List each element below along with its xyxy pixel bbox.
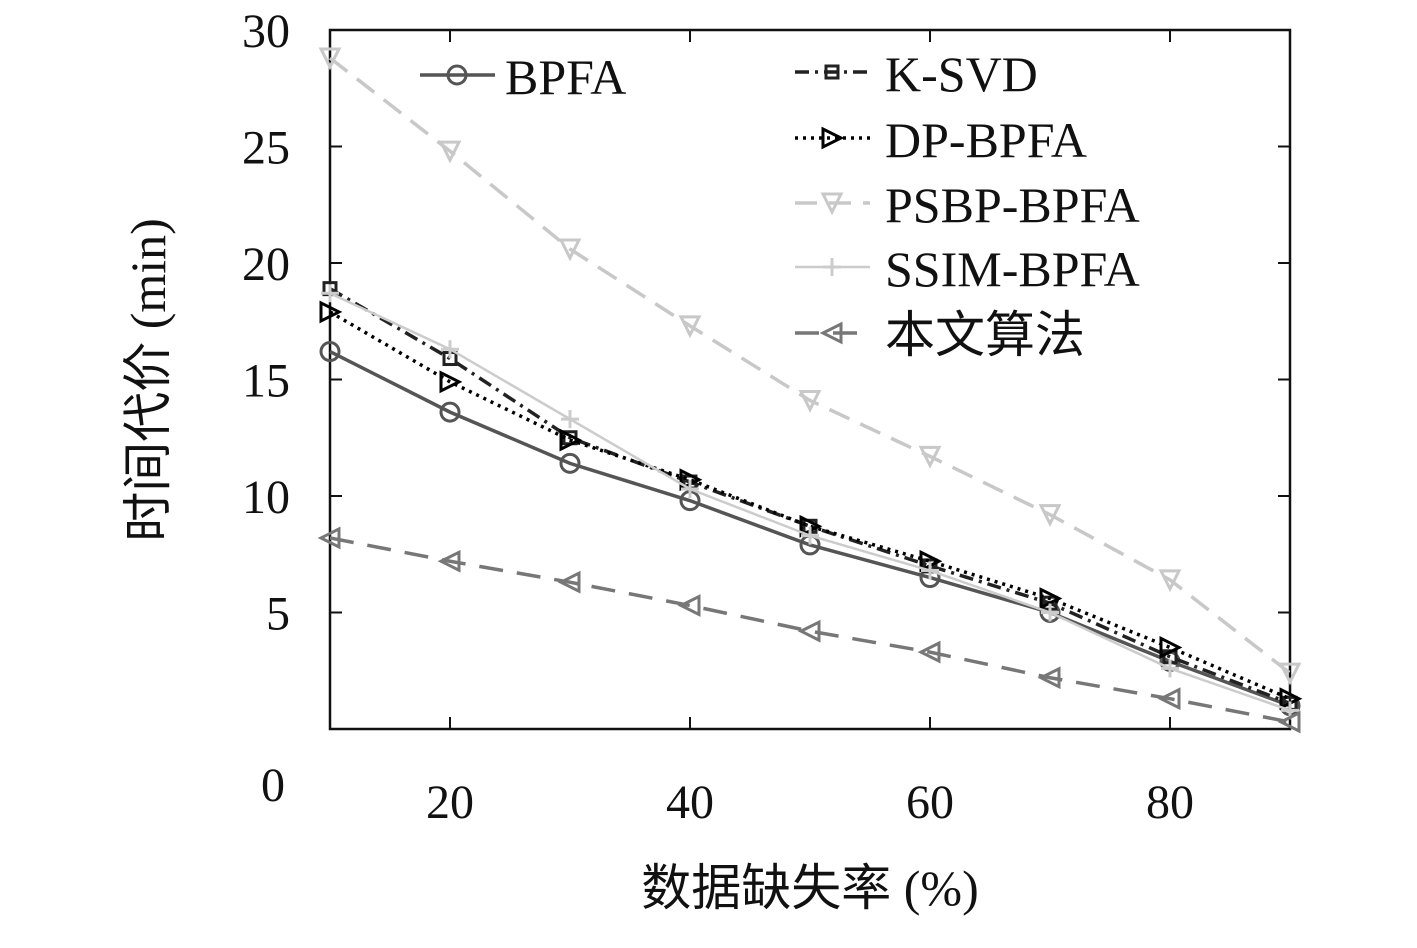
marker: [1277, 710, 1301, 734]
marker: [820, 192, 844, 216]
marker: [801, 526, 819, 545]
marker: [917, 640, 941, 664]
marker: [821, 126, 845, 150]
marker: [1037, 666, 1061, 690]
marker: [557, 570, 581, 594]
marker: [438, 140, 462, 164]
legend-label: DP-BPFA: [885, 112, 1087, 168]
marker: [559, 452, 581, 474]
marker: [439, 401, 461, 423]
x-tick-label: 40: [666, 776, 714, 829]
x-tick-label: 20: [426, 776, 474, 829]
marker: [677, 594, 701, 617]
y-tick-label: 5: [266, 588, 290, 641]
marker: [558, 238, 582, 262]
marker: [439, 370, 463, 394]
y-tick-label: 0: [261, 759, 285, 812]
legend-label: BPFA: [505, 49, 626, 105]
legend-label: SSIM-BPFA: [885, 241, 1140, 297]
series-line: [329, 287, 1291, 706]
marker: [1039, 587, 1063, 610]
x-tick-label: 60: [906, 776, 954, 829]
y-tick-label: 25: [242, 122, 290, 175]
y-tick-label: 10: [242, 471, 290, 524]
marker: [441, 340, 459, 359]
marker: [681, 480, 699, 499]
legend-label: 本文算法: [885, 307, 1085, 363]
marker: [446, 64, 468, 86]
marker: [1158, 569, 1182, 593]
marker: [824, 64, 840, 80]
marker: [559, 428, 583, 452]
marker: [678, 315, 702, 339]
marker: [1038, 504, 1062, 527]
marker: [1278, 662, 1302, 686]
marker: [823, 258, 841, 276]
series-line: [329, 292, 1291, 712]
series-line: [329, 349, 1291, 708]
series-line: [329, 536, 1291, 724]
plot-frame: [328, 28, 1292, 731]
y-tick-label: 15: [242, 355, 290, 408]
series-line: [329, 310, 1291, 701]
marker: [798, 389, 822, 413]
x-tick-label: 80: [1146, 776, 1194, 829]
y-tick-label: 30: [242, 5, 290, 58]
marker: [819, 321, 843, 345]
marker: [1157, 687, 1181, 711]
legend-label: K-SVD: [885, 46, 1038, 102]
x-axis-label: 数据缺失率 (%): [641, 860, 978, 916]
marker: [321, 284, 339, 303]
marker: [319, 341, 341, 363]
marker: [561, 410, 579, 429]
marker: [797, 619, 821, 643]
marker: [918, 445, 942, 469]
marker: [437, 549, 461, 573]
marker: [1159, 636, 1183, 659]
marker: [318, 47, 342, 71]
series-line: [328, 56, 1292, 675]
marker: [319, 300, 343, 324]
marker: [317, 526, 341, 550]
marker: [1161, 659, 1179, 678]
marker: [921, 561, 939, 580]
y-tick-label: 20: [242, 238, 290, 291]
marker: [1041, 603, 1059, 622]
y-axis-label: 时间代价 (min): [120, 218, 176, 542]
legend-label: PSBP-BPFA: [885, 177, 1140, 233]
